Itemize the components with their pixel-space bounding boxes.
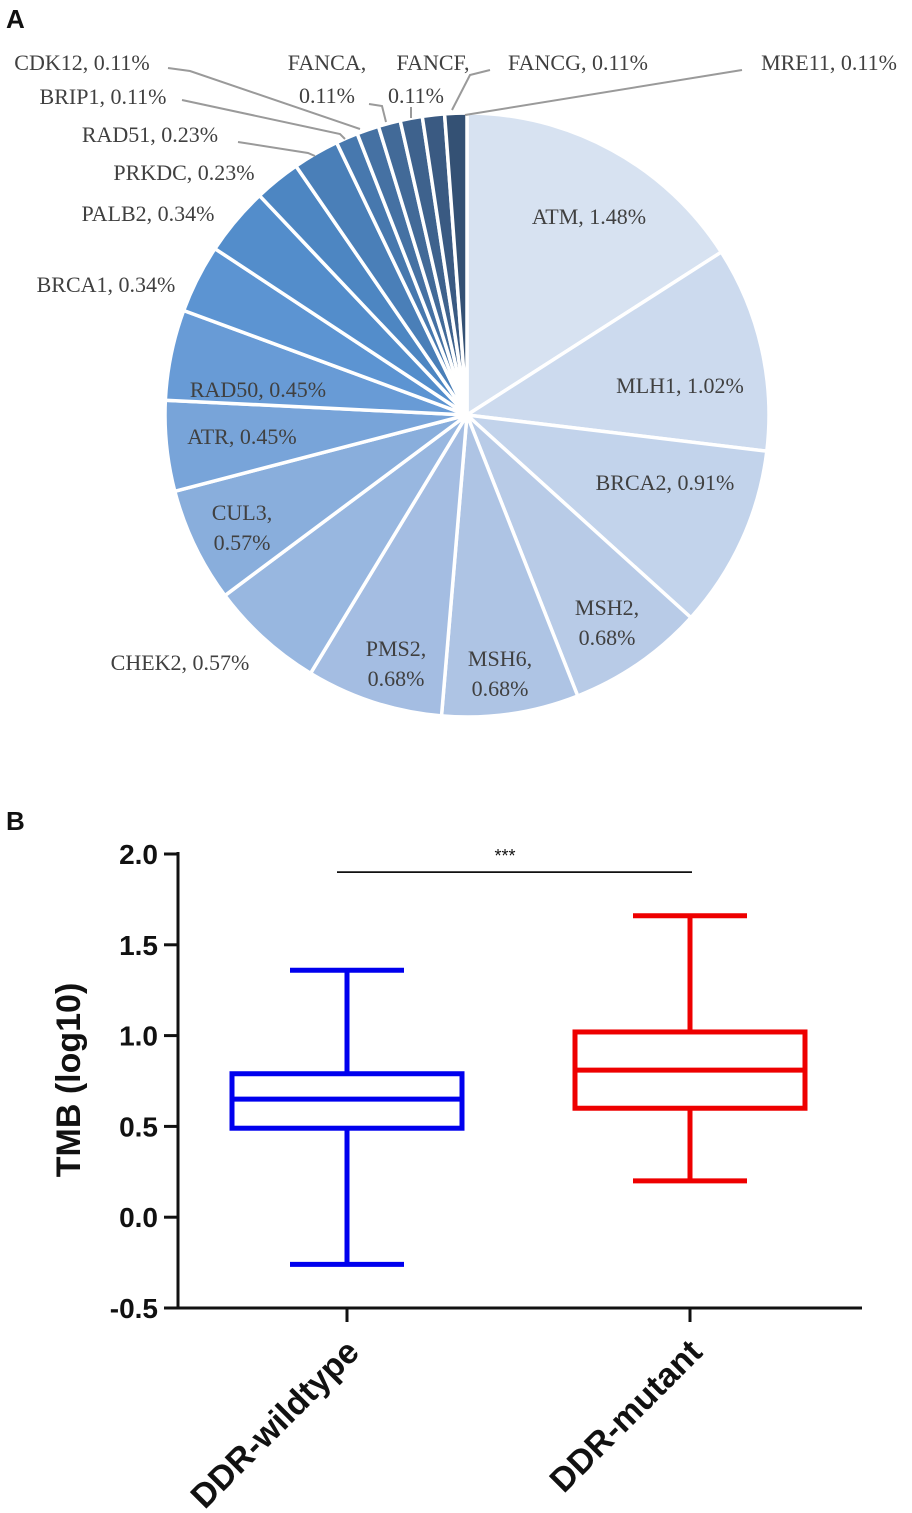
panel-b-letter: B <box>6 806 25 836</box>
pie-label-brca2: BRCA2, 0.91% <box>596 470 735 495</box>
pie-label-msh6-line2: 0.68% <box>472 676 529 701</box>
significance-label: *** <box>494 846 515 866</box>
pie-slice-atm <box>465 111 724 417</box>
pie-chart: ATM, 1.48% MLH1, 1.02% BRCA2, 0.91% MSH2, 0.… <box>14 50 897 719</box>
pie-label-msh2-line2: 0.68% <box>579 625 636 650</box>
pie-slice-pms2 <box>308 413 469 718</box>
pie-label-atr: ATR, 0.45% <box>187 424 296 449</box>
pie-slice-mre11 <box>442 111 469 417</box>
y-tick-label: 1.5 <box>119 930 158 961</box>
pie-slice-cul3 <box>173 413 469 598</box>
pie-leader-brip1 <box>181 99 346 140</box>
x-category-label-ddr-mutant: DDR-mutant <box>543 1333 710 1500</box>
pie-label-rad51: RAD51, 0.23% <box>82 122 218 147</box>
x-category-label-ddr-wildtype: DDR-wildtype <box>184 1333 367 1513</box>
pie-label-msh6-line1: MSH6, <box>468 646 532 671</box>
pie-leader-cdk12 <box>167 67 361 130</box>
y-tick-label: 2.0 <box>119 839 158 870</box>
pie-label-rad50: RAD50, 0.45% <box>190 377 326 402</box>
pie-slice-mlh1 <box>465 250 771 453</box>
pie-leader-rad51 <box>237 141 316 157</box>
y-tick-label: -0.5 <box>110 1293 158 1324</box>
pie-slice-msh2 <box>465 413 693 698</box>
pie-label-prkdc: PRKDC, 0.23% <box>113 160 254 185</box>
pie-label-pms2-line2: 0.68% <box>368 666 425 691</box>
pie-label-cul3-line2: 0.57% <box>214 530 271 555</box>
pie-leader-mre11 <box>464 69 743 116</box>
pie-label-chek2: CHEK2, 0.57% <box>111 650 250 675</box>
pie-label-msh2-line1: MSH2, <box>575 595 639 620</box>
pie-label-atm: ATM, 1.48% <box>532 204 646 229</box>
pie-slice-chek2 <box>223 413 469 676</box>
pie-leader-fanca <box>368 103 387 123</box>
panel-a-letter: A <box>6 4 25 34</box>
pie-label-palb2: PALB2, 0.34% <box>81 201 214 226</box>
pie-label-pms2-line1: PMS2, <box>366 636 427 661</box>
pie-leader-fancg <box>451 69 491 111</box>
pie-label-cdk12: CDK12, 0.11% <box>14 50 149 75</box>
pie-slice-msh6 <box>439 413 580 719</box>
y-tick-label: 0.0 <box>119 1202 158 1233</box>
pie-label-fanca-line1: FANCA, <box>288 50 366 75</box>
pie-label-cul3-line1: CUL3, <box>212 500 273 525</box>
pie-label-mlh1: MLH1, 1.02% <box>616 373 744 398</box>
pie-label-brca1: BRCA1, 0.34% <box>37 272 176 297</box>
pie-label-brip1: BRIP1, 0.11% <box>40 84 167 109</box>
pie-label-fancg: FANCG, 0.11% <box>508 50 648 75</box>
pie-label-mre11: MRE11, 0.11% <box>761 50 897 75</box>
pie-label-fanca-line2: 0.11% <box>299 83 355 108</box>
y-tick-label: 0.5 <box>119 1111 158 1142</box>
y-axis-title: TMB (log10) <box>50 983 88 1178</box>
pie-slice-brca2 <box>465 413 769 620</box>
box-plot: 2.0 1.5 1.0 0.5 0.0 -0.5 DDR-wildtype DDR-mutan… <box>50 839 862 1513</box>
pie-label-fancf-line1: FANCF, <box>396 50 469 75</box>
y-tick-label: 1.0 <box>119 1021 158 1052</box>
pie-label-fancf-line2: 0.11% <box>388 83 444 108</box>
